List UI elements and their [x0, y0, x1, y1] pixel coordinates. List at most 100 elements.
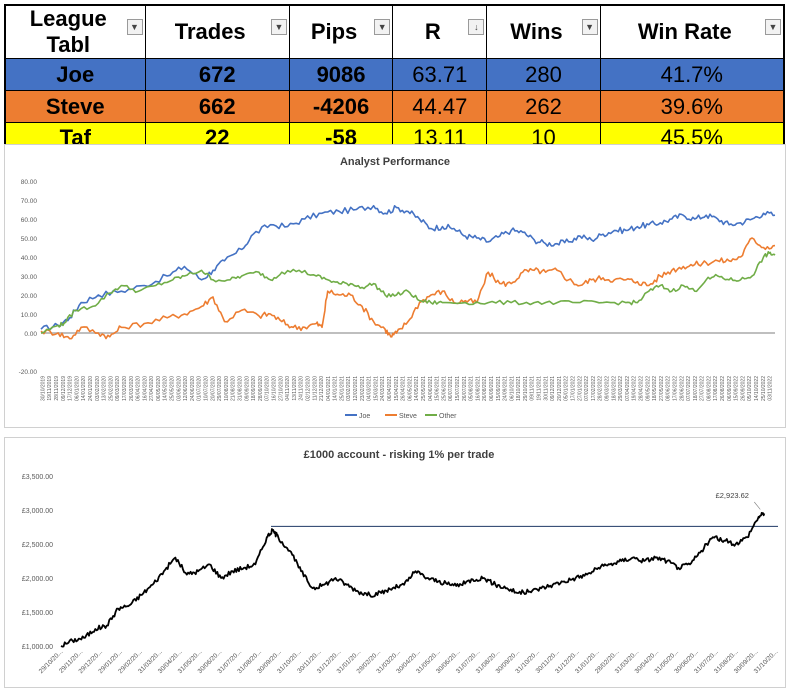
annotation-leader [754, 501, 761, 510]
x-tick-label: 25/02/2020 [108, 376, 114, 401]
series-line-other [40, 251, 776, 334]
filter-dropdown-icon[interactable]: ▼ [765, 19, 781, 35]
x-tick-label: 26/08/2022 [720, 376, 726, 401]
x-tick-label: 09/05/2022 [645, 376, 651, 401]
x-tick-label: 20/12/2021 [557, 376, 563, 401]
x-tick-label: 01/07/2020 [197, 376, 203, 401]
x-tick-label: 04/11/2020 [285, 376, 291, 401]
x-tick-label: 19/11/2019 [47, 376, 53, 401]
filter-dropdown-icon[interactable]: ▼ [581, 19, 598, 35]
x-tick-label: 18/10/2021 [516, 376, 522, 401]
x-tick-label: 05/08/2021 [469, 376, 475, 401]
x-tick-label: 04/01/2021 [326, 376, 332, 401]
cell-trades[interactable]: 662 [144, 90, 290, 123]
header-win-rate: Win Rate ▼ [599, 4, 785, 59]
table-header-row: League Tabl ▼ Trades ▼ Pips ▼ R ↓ Wins ▼ Win … [4, 4, 785, 59]
x-tick-label: 24/06/2020 [190, 376, 196, 401]
y-tick-label: 50.00 [21, 236, 38, 243]
x-tick-label: 15/04/2021 [394, 376, 400, 401]
x-tick-label: 13/02/2020 [102, 376, 108, 401]
y-tick-label: £1,000.00 [22, 644, 53, 651]
x-tick-label: 21/12/2020 [319, 376, 325, 401]
account-chart[interactable]: £1000 account - risking 1% per trade £1,0… [4, 437, 786, 688]
x-tick-label: 12/02/2021 [353, 376, 359, 401]
cell-r[interactable]: 44.47 [392, 90, 488, 123]
header-r: R ↓ [392, 4, 488, 59]
x-tick-label: 27/07/2022 [700, 376, 706, 401]
x-tick-label: 06/05/2020 [156, 376, 162, 401]
y-tick-label: 20.00 [21, 293, 38, 300]
x-tick-label: 07/02/2022 [584, 376, 590, 401]
annotation-label: £2,923.62 [716, 491, 749, 500]
cell-trades[interactable]: 672 [144, 58, 290, 91]
account-svg: £1000 account - risking 1% per trade £1,0… [22, 449, 780, 675]
x-tick-label: 17/08/2022 [713, 376, 719, 401]
x-tick-label: 10/07/2020 [204, 376, 210, 401]
x-tick-label: 09/03/2020 [115, 376, 121, 401]
cell-wins[interactable]: 262 [486, 90, 601, 123]
x-tick-label: 06/04/2020 [136, 376, 142, 401]
x-tick-label: 26/03/2020 [129, 376, 135, 401]
x-tick-label: 18/03/2022 [611, 376, 617, 401]
x-tick-label: 15/03/2021 [373, 376, 379, 401]
sort-dropdown-icon[interactable]: ↓ [468, 19, 485, 35]
x-tick-label: 26/08/2021 [482, 376, 488, 401]
x-tick-label: 08/06/2022 [666, 376, 672, 401]
cell-pips[interactable]: 9086 [288, 58, 394, 91]
legend-label: Steve [399, 413, 417, 420]
y-tick-label: 0.00 [24, 331, 37, 338]
x-tick-label: 14/05/2021 [414, 376, 420, 401]
cell-wins[interactable]: 280 [486, 58, 601, 91]
filter-dropdown-icon[interactable]: ▼ [126, 19, 143, 35]
cell-name[interactable]: Steve [4, 90, 146, 123]
x-tick-label: 06/01/2020 [74, 376, 80, 401]
x-tick-label: 15/07/2021 [455, 376, 461, 401]
x-tick-label: 09/03/2022 [604, 376, 610, 401]
x-tick-label: 15/09/2021 [496, 376, 502, 401]
x-tick-label: 25/01/2021 [339, 376, 345, 401]
x-tick-label: 06/04/2021 [387, 376, 393, 401]
x-tick-label: 18/09/2020 [251, 376, 257, 401]
x-tick-label: 07/07/2022 [686, 376, 692, 401]
cell-win-rate[interactable]: 41.7% [599, 58, 785, 91]
x-tick-label: 30/10/2019 [40, 376, 46, 401]
x-tick-label: 06/09/2021 [489, 376, 495, 401]
cell-name[interactable]: Joe [4, 58, 146, 91]
x-tick-label: 19/11/2021 [537, 376, 543, 401]
analyst-performance-chart[interactable]: Analyst Performance -20.00 0.00 10.00 20.00 3… [4, 144, 786, 428]
series-line-account [60, 512, 766, 648]
cell-win-rate[interactable]: 39.6% [599, 90, 785, 123]
x-tick-label: 27/01/2022 [577, 376, 583, 401]
y-tick-label: 10.00 [21, 312, 38, 319]
filter-dropdown-icon[interactable]: ▼ [374, 19, 391, 35]
header-trades: Trades ▼ [144, 4, 290, 59]
x-tick-label: 30/11/2021 [543, 376, 549, 401]
x-tick-label: 28/04/2022 [638, 376, 644, 401]
x-tick-label: 24/03/2021 [380, 376, 386, 401]
y-tick-label: 60.00 [21, 217, 38, 224]
legend-label: Other [439, 413, 457, 420]
x-tick-label: 28/09/2020 [258, 376, 264, 401]
x-tick-label: 25/05/2021 [421, 376, 427, 401]
cell-pips[interactable]: -4206 [288, 90, 394, 123]
y-tick-label: £3,000.00 [22, 508, 53, 515]
x-tick-label: 12/06/2020 [183, 376, 189, 401]
x-tick-label: 29/10/2021 [523, 376, 529, 401]
x-tick-label: 16/04/2020 [142, 376, 148, 401]
x-tick-label: 09/12/2019 [61, 376, 67, 401]
x-tick-label: 13/11/2020 [292, 376, 298, 401]
x-tick-label: 17/01/2022 [571, 376, 577, 401]
x-tick-label: 14/10/2022 [754, 376, 760, 401]
x-tick-label: 03/02/2020 [95, 376, 101, 401]
cell-r[interactable]: 63.71 [392, 58, 488, 91]
header-wins: Wins ▼ [486, 4, 601, 59]
x-tick-label: 05/01/2022 [564, 376, 570, 401]
x-tick-label: 03/11/2022 [768, 376, 774, 401]
x-tick-label: 07/04/2022 [625, 376, 631, 401]
x-tick-label: 25/06/2021 [441, 376, 447, 401]
y-tick-label: £2,500.00 [22, 542, 53, 549]
x-tick-label: 09/11/2021 [530, 376, 536, 401]
x-tick-label: 18/05/2022 [652, 376, 658, 401]
filter-dropdown-icon[interactable]: ▼ [270, 19, 287, 35]
x-tick-label: 02/12/2020 [305, 376, 311, 401]
